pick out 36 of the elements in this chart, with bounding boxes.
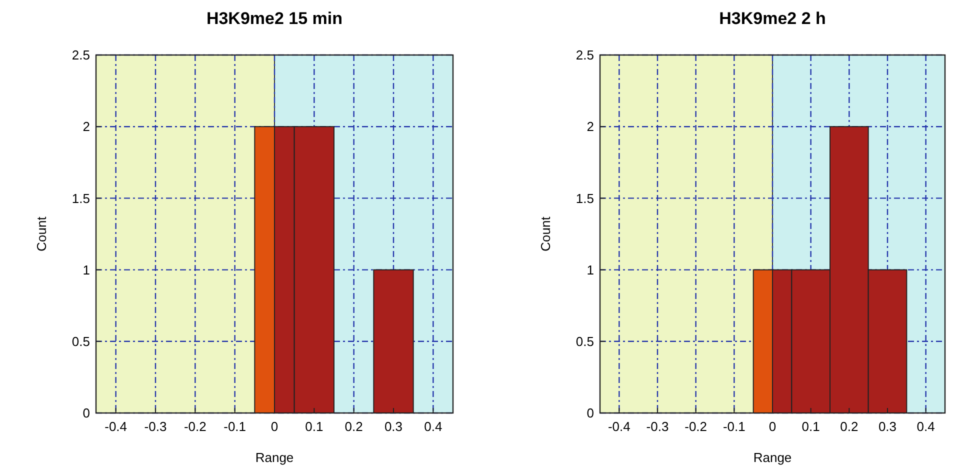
x-tick-label: -0.2 [184,419,206,434]
x-tick-label: -0.4 [608,419,630,434]
y-tick-label: 1 [82,262,90,278]
y-tick-label: 0.5 [576,334,594,349]
y-tick-label: 2.5 [576,48,594,63]
x-tick-label: -0.4 [104,419,128,434]
x-tick-label: 0.1 [305,419,324,434]
chart-title: H3K9me2 2 h [719,9,826,28]
x-tick-label: 0 [768,419,776,434]
x-axis-title: Range [255,450,294,465]
x-tick-label: -0.2 [684,419,708,434]
y-tick-label: 0.5 [72,334,90,349]
x-tick-label: 0.4 [916,419,935,434]
x-tick-label: -0.1 [722,419,746,434]
x-tick-label: 0.3 [384,419,403,434]
x-tick-label: 0.4 [424,419,442,434]
y-axis-title: Count [538,216,553,252]
x-tick-label: -0.3 [144,419,167,434]
y-tick-label: 1 [586,262,594,278]
y-tick-label: 1.5 [576,190,594,206]
y-tick-label: 0 [82,406,90,421]
x-tick-label: 0.3 [878,419,897,434]
y-tick-label: 2 [82,119,90,134]
x-tick-label: 0.2 [344,419,363,434]
x-tick-label: 0 [270,419,278,434]
y-tick-label: 2 [586,119,594,134]
y-tick-label: 1.5 [72,190,90,206]
y-axis-title: Count [34,216,49,252]
chart-title: H3K9me2 15 min [206,9,343,28]
y-tick-label: 2.5 [72,48,90,63]
x-tick-label: 0.1 [802,419,820,434]
y-tick-label: 0 [586,406,594,421]
x-tick-label: -0.1 [224,419,246,434]
x-tick-label: -0.3 [646,419,669,434]
x-tick-label: 0.2 [840,419,858,434]
x-axis-title: Range [753,450,792,465]
